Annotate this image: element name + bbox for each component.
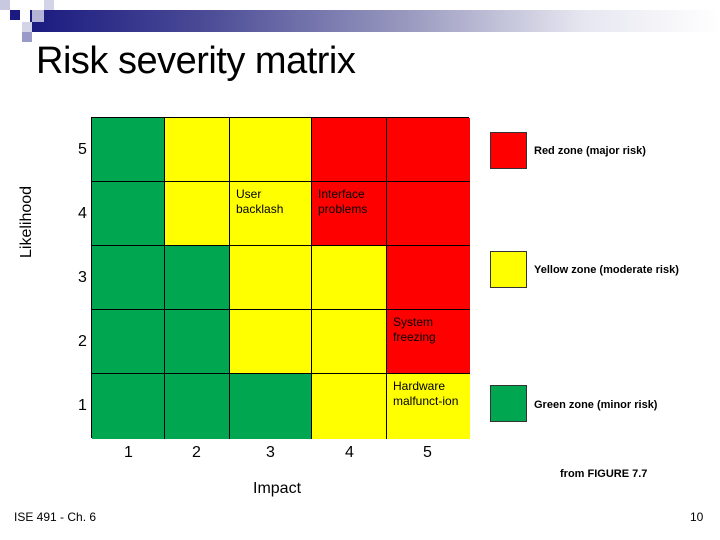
x-tick: 4 xyxy=(345,444,354,461)
y-tick: 1 xyxy=(78,397,87,414)
y-axis-label: Likelihood xyxy=(18,185,35,258)
matrix-cell-yellow xyxy=(165,118,230,182)
matrix-cell-yellow: User backlash xyxy=(230,182,312,246)
matrix-cell-yellow xyxy=(312,310,387,374)
y-tick: 2 xyxy=(78,333,87,350)
legend-label-yellow: Yellow zone (moderate risk) xyxy=(534,264,679,276)
matrix-cell-red: System freezing xyxy=(387,310,470,374)
matrix-cell-yellow xyxy=(312,246,387,310)
matrix-cell-green xyxy=(165,246,230,310)
x-tick: 2 xyxy=(192,444,201,461)
header-gradient-bar xyxy=(30,10,720,32)
matrix-cell-green xyxy=(92,246,165,310)
matrix-cell-yellow xyxy=(230,118,312,182)
legend-label-red: Red zone (major risk) xyxy=(534,145,646,157)
matrix-cell-green xyxy=(230,374,312,439)
matrix-cell-red xyxy=(387,182,470,246)
x-tick: 5 xyxy=(423,444,432,461)
y-tick: 3 xyxy=(78,269,87,286)
x-axis-label: Impact xyxy=(253,480,302,497)
matrix-cell-green xyxy=(92,182,165,246)
logo-square xyxy=(10,10,20,20)
matrix-cell-red xyxy=(312,118,387,182)
logo-square xyxy=(22,32,32,42)
risk-matrix: User backlash Interface problems System fr… xyxy=(91,117,470,439)
matrix-cell-red: Interface problems xyxy=(312,182,387,246)
y-tick: 4 xyxy=(78,205,87,222)
matrix-cell-red xyxy=(387,246,470,310)
footer-course: ISE 491 - Ch. 6 xyxy=(14,510,97,524)
x-tick: 3 xyxy=(266,444,275,461)
matrix-cell-red xyxy=(387,118,470,182)
matrix-cell-yellow xyxy=(312,374,387,439)
matrix-cell-yellow: Hardware malfunct-ion xyxy=(387,374,470,439)
source-note: from FIGURE 7.7 xyxy=(560,468,648,480)
legend-label-green: Green zone (minor risk) xyxy=(534,399,658,411)
legend-swatch-red xyxy=(490,132,527,169)
matrix-cell-green xyxy=(165,374,230,439)
logo-square xyxy=(22,22,32,32)
page-number: 10 xyxy=(690,510,704,524)
matrix-cell-yellow xyxy=(230,310,312,374)
legend-swatch-green xyxy=(490,385,527,422)
y-tick: 5 xyxy=(78,141,87,158)
matrix-cell-green xyxy=(92,310,165,374)
matrix-cell-green xyxy=(92,374,165,439)
x-tick: 1 xyxy=(124,444,133,461)
logo-square xyxy=(44,0,54,10)
matrix-cell-green xyxy=(165,310,230,374)
logo-square xyxy=(32,10,44,22)
matrix-cell-green xyxy=(92,118,165,182)
matrix-cell-yellow xyxy=(165,182,230,246)
logo-square xyxy=(0,0,10,10)
matrix-cell-yellow xyxy=(230,246,312,310)
legend-swatch-yellow xyxy=(490,251,527,288)
slide-title: Risk severity matrix xyxy=(36,40,356,82)
